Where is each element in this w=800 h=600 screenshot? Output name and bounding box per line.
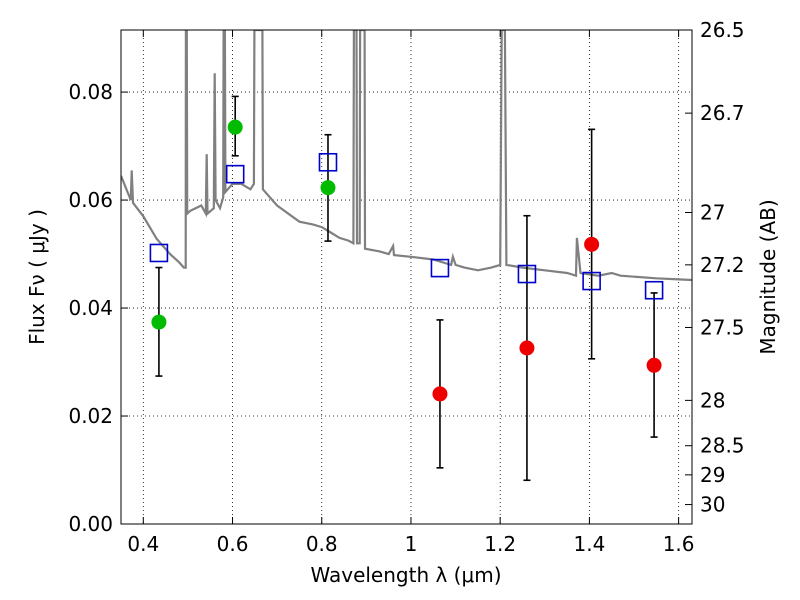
y-axis-label: Flux Fν ( μJy ) bbox=[25, 209, 49, 345]
y-tick-label: 0.08 bbox=[68, 80, 113, 104]
x-axis-ticks: 0.4 0.6 0.8 1 1.2 1.4 1.6 bbox=[127, 30, 695, 556]
right-tick-label: 28.5 bbox=[700, 434, 745, 458]
red-data-point bbox=[519, 340, 535, 356]
model-flux-box bbox=[149, 243, 169, 263]
y-tick-label: 0.02 bbox=[68, 404, 113, 428]
model-flux-box bbox=[318, 152, 338, 172]
plot-background bbox=[121, 30, 692, 524]
green-data-point bbox=[320, 180, 336, 196]
x-tick-label: 0.6 bbox=[217, 532, 249, 556]
sed-model-curve bbox=[121, 30, 692, 282]
right-axis-label: Magnitude (AB) bbox=[756, 199, 780, 354]
plot-frame bbox=[120, 29, 693, 525]
right-tick-label: 27.5 bbox=[700, 315, 745, 339]
red-data-point bbox=[584, 236, 600, 252]
y-axis-ticks: 0.00 0.02 0.04 0.06 0.08 bbox=[68, 80, 128, 536]
data-markers bbox=[149, 119, 664, 402]
right-axis-ticks: 26.5 26.7 27 27.2 27.5 28 28.5 29 30 bbox=[685, 18, 745, 517]
model-flux-box bbox=[582, 271, 601, 291]
right-tick-label: 26.5 bbox=[700, 18, 745, 42]
x-tick-label: 1.2 bbox=[484, 532, 516, 556]
x-tick-label: 1.4 bbox=[573, 532, 605, 556]
red-data-point bbox=[646, 357, 662, 373]
x-tick-label: 1 bbox=[405, 532, 418, 556]
right-tick-label: 29 bbox=[700, 463, 725, 487]
right-tick-label: 28 bbox=[700, 388, 725, 412]
x-tick-label: 0.4 bbox=[127, 532, 159, 556]
right-tick-label: 27 bbox=[700, 200, 725, 224]
y-tick-label: 0.06 bbox=[68, 188, 113, 212]
right-tick-label: 30 bbox=[700, 493, 725, 517]
model-flux-box bbox=[225, 164, 245, 184]
x-tick-label: 1.6 bbox=[663, 532, 695, 556]
model-flux-box bbox=[430, 258, 450, 278]
right-tick-label: 27.2 bbox=[700, 253, 745, 277]
green-data-point bbox=[151, 314, 167, 330]
y-tick-label: 0.04 bbox=[68, 296, 113, 320]
sed-curve-line bbox=[121, 30, 692, 282]
x-axis-label: Wavelength λ (μm) bbox=[310, 563, 501, 587]
green-data-point bbox=[227, 119, 243, 135]
model-flux-box bbox=[517, 264, 537, 284]
model-flux-box bbox=[644, 280, 664, 300]
x-tick-label: 0.8 bbox=[306, 532, 338, 556]
right-tick-label: 26.7 bbox=[700, 101, 745, 125]
red-data-point bbox=[432, 386, 448, 402]
y-tick-label: 0.00 bbox=[68, 512, 113, 536]
